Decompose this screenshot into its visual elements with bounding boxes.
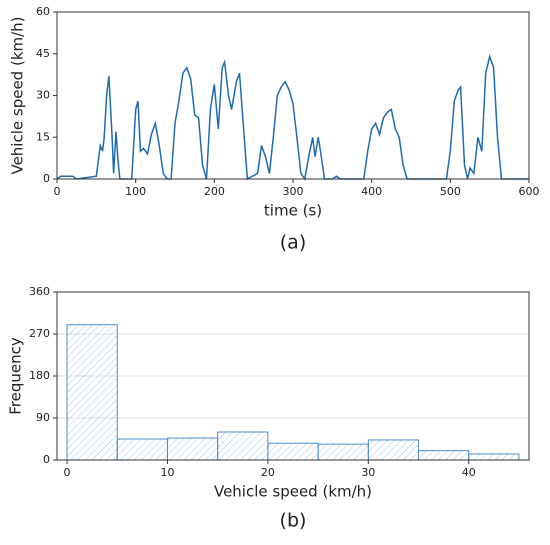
x-tick-label: 100 (125, 185, 146, 198)
x-tick-label: 200 (204, 185, 225, 198)
x-tick-label: 500 (440, 185, 461, 198)
bar (367, 439, 420, 461)
caption: (a) (280, 232, 306, 254)
y-tick-label: 0 (43, 172, 50, 185)
y-tick-label: 180 (29, 369, 50, 382)
bar (468, 453, 520, 461)
bar (267, 442, 319, 461)
x-tick-label: 0 (54, 185, 61, 198)
bar (66, 324, 118, 461)
speed-line (56, 53, 529, 181)
y-tick-label: 45 (36, 47, 50, 60)
y-tick-label: 90 (36, 411, 50, 424)
y-axis-label: Frequency (7, 337, 25, 415)
y-tick-label: 30 (36, 89, 50, 102)
plot-frame (56, 291, 530, 461)
bar (217, 431, 269, 461)
y-tick-label: 0 (43, 453, 50, 466)
x-tick-label: 0 (64, 466, 71, 479)
bar (166, 437, 219, 461)
y-tick-label: 60 (36, 5, 50, 18)
y-axis-label: Vehicle speed (km/h) (9, 16, 27, 174)
bar (317, 443, 369, 461)
x-tick-label: 10 (160, 466, 174, 479)
x-tick-label: 600 (519, 185, 540, 198)
x-tick-label: 30 (361, 466, 375, 479)
bar (418, 450, 470, 461)
y-tick-label: 15 (36, 130, 50, 143)
plot-frame (56, 11, 530, 180)
x-tick-label: 40 (462, 466, 476, 479)
bar (116, 438, 168, 461)
x-tick-label: 400 (361, 185, 382, 198)
x-tick-label: 300 (283, 185, 304, 198)
x-tick-label: 20 (261, 466, 275, 479)
y-tick-label: 270 (29, 327, 50, 340)
x-axis-label: Vehicle speed (km/h) (214, 483, 372, 501)
caption: (b) (280, 510, 307, 532)
x-axis-label: time (s) (264, 202, 322, 220)
y-tick-label: 360 (29, 285, 50, 298)
